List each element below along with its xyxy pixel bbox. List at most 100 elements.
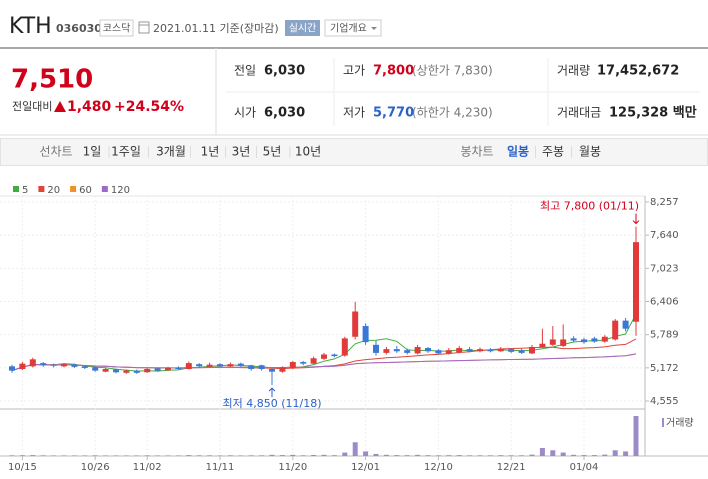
period-tab[interactable]: 10년: [295, 145, 321, 159]
volume-bar: [311, 454, 317, 456]
volume-bar: [446, 455, 452, 456]
stock-code: 036030: [56, 22, 102, 35]
volume-bar: [352, 442, 358, 456]
candle-body: [622, 320, 629, 329]
change-amount: 1,480: [67, 99, 112, 115]
volume-bar: [71, 455, 77, 456]
change-label: 전일대비: [12, 99, 52, 113]
realtime-button[interactable]: [285, 20, 320, 36]
volume-bar: [196, 455, 202, 456]
candle-tab[interactable]: 월봉: [579, 145, 601, 159]
legend-label: 120: [111, 185, 130, 196]
period-tab[interactable]: 3년: [232, 145, 251, 159]
change-percent: +24.54%: [114, 99, 184, 115]
volume-bar: [467, 455, 473, 456]
period-tab[interactable]: 1년: [201, 145, 220, 159]
company-button[interactable]: [324, 19, 382, 37]
candle-body: [123, 370, 130, 373]
candle-body: [633, 242, 639, 322]
date-text: 2021.01.11 기준(장마감): [153, 22, 279, 35]
x-tick-label: 01/04: [570, 462, 599, 473]
candle-body: [445, 350, 452, 354]
candle-body: [258, 365, 265, 370]
x-tick-label: 12/10: [424, 462, 453, 473]
tab-group-label: 선차트: [39, 145, 72, 159]
candle-body: [549, 339, 556, 345]
stat-value: 6,030: [264, 106, 305, 121]
candle-body: [40, 363, 47, 366]
y-tick-label: 5,789: [650, 330, 679, 341]
period-tab[interactable]: 5년: [263, 145, 282, 159]
candle-body: [217, 364, 223, 367]
candle-tab[interactable]: 주봉: [542, 145, 564, 159]
candle-body: [560, 339, 567, 346]
stat-note: (하한가 4,230): [412, 106, 493, 120]
volume-bar: [113, 455, 119, 456]
stock-name: KTH: [9, 14, 52, 39]
volume-bar: [92, 455, 98, 456]
market-badge: [99, 19, 134, 37]
legend-label: 5: [22, 185, 28, 196]
volume-bar: [539, 447, 545, 456]
candle-body: [50, 364, 57, 366]
candle-body: [269, 369, 275, 372]
volume-bar: [415, 454, 421, 456]
x-tick-label: 12/01: [351, 462, 380, 473]
moving-average: [11, 353, 637, 372]
volume-bar: [581, 455, 587, 456]
volume-bar: [123, 455, 129, 456]
volume-bar: [602, 454, 608, 456]
y-tick-label: 5,172: [650, 363, 679, 374]
candle-body: [518, 350, 525, 353]
candle-body: [331, 354, 338, 357]
candle-body: [425, 348, 431, 352]
volume-bar: [321, 454, 327, 456]
volume-bar: [373, 453, 379, 456]
stat-value: 6,030: [264, 64, 305, 79]
volume-bar: [227, 455, 233, 456]
candle-body: [102, 369, 109, 372]
y-tick-label: 7,640: [650, 230, 679, 241]
candle-body: [456, 348, 463, 353]
candle-body: [601, 336, 608, 342]
volume-bar: [61, 455, 67, 456]
candle-body: [529, 346, 535, 354]
volume-bar: [623, 451, 629, 456]
volume-bar: [487, 455, 493, 456]
period-tab[interactable]: 3개월: [156, 145, 186, 159]
candle-body: [92, 367, 99, 371]
candle-body: [373, 344, 379, 353]
candle-tab[interactable]: 일봉: [507, 145, 529, 159]
volume-bar: [175, 455, 181, 456]
candle-body: [414, 346, 421, 354]
volume-bar: [165, 455, 171, 456]
legend-label: 60: [79, 185, 92, 196]
candle-body: [321, 354, 327, 359]
volume-bar: [612, 450, 618, 456]
period-tab[interactable]: 1일: [83, 145, 102, 159]
up-triangle: [54, 101, 66, 112]
volume-bar: [248, 455, 254, 456]
x-tick-label: 12/21: [497, 462, 526, 473]
volume-bar: [550, 450, 556, 456]
volume-bar: [342, 452, 348, 456]
candle-body: [175, 367, 182, 370]
candle-body: [581, 339, 587, 343]
volume-bar: [290, 454, 296, 456]
candle-body: [487, 349, 494, 352]
stat-value: 125,328 백만: [609, 105, 697, 121]
volume-bar: [51, 455, 57, 456]
candle-body: [71, 364, 78, 367]
y-tick-label: 6,406: [650, 297, 679, 308]
stat-label: 거래량: [557, 64, 590, 78]
volume-bar: [519, 455, 525, 456]
x-tick-label: 11/02: [133, 462, 162, 473]
period-tab[interactable]: 1주일: [111, 145, 141, 159]
stat-label: 시가: [234, 106, 256, 120]
volume-bar: [456, 455, 462, 456]
volume-bar: [40, 455, 46, 456]
stat-value: 7,800: [373, 64, 414, 79]
volume-bar: [560, 452, 566, 456]
volume-bar: [633, 416, 639, 456]
